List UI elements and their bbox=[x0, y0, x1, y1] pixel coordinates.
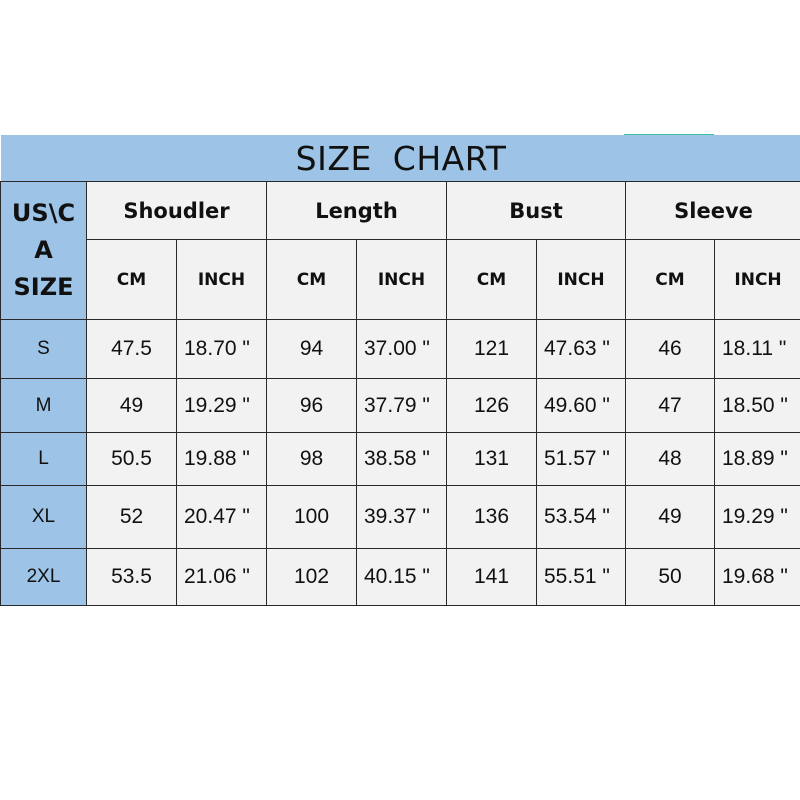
cm-value: 46 bbox=[625, 319, 715, 379]
cm-value: 141 bbox=[446, 548, 537, 606]
unit-header-inch: INCH bbox=[356, 239, 447, 320]
size-label: M bbox=[0, 378, 87, 433]
table-row: XL 52 20.47 " 100 39.37 " 136 53.54 " 49 19.29 " bbox=[0, 485, 800, 549]
cm-value: 131 bbox=[446, 432, 537, 486]
inch-value: 40.15 " bbox=[356, 548, 447, 606]
size-column-header: US\C A SIZE bbox=[0, 181, 87, 320]
inch-value: 19.29 " bbox=[713, 485, 800, 549]
inch-value: 55.51 " bbox=[536, 548, 626, 606]
unit-header-cm: CM bbox=[86, 239, 177, 320]
cm-value: 49 bbox=[625, 485, 715, 549]
size-label: L bbox=[0, 432, 87, 486]
cm-value: 94 bbox=[266, 319, 357, 379]
cm-value: 50 bbox=[625, 548, 715, 606]
inch-value: 21.06 " bbox=[176, 548, 267, 606]
inch-value: 19.68 " bbox=[713, 548, 800, 606]
unit-header-cm: CM bbox=[266, 239, 357, 320]
inch-value: 53.54 " bbox=[536, 485, 626, 549]
cm-value: 126 bbox=[446, 378, 537, 433]
group-header-sleeve: Sleeve bbox=[624, 181, 800, 240]
size-label: XL bbox=[0, 485, 87, 549]
inch-value: 18.11 " bbox=[713, 319, 800, 379]
inch-value: 19.29 " bbox=[176, 378, 267, 433]
inch-value: 47.63 " bbox=[536, 319, 626, 379]
cm-value: 121 bbox=[446, 319, 537, 379]
inch-value: 39.37 " bbox=[356, 485, 447, 549]
group-header-length: Length bbox=[266, 181, 447, 240]
cm-value: 47.5 bbox=[86, 319, 177, 379]
unit-header-inch: INCH bbox=[536, 239, 626, 320]
cm-value: 47 bbox=[625, 378, 715, 433]
cm-value: 52 bbox=[86, 485, 177, 549]
table-row: M 49 19.29 " 96 37.79 " 126 49.60 " 47 18.50 " bbox=[0, 378, 800, 433]
inch-value: 49.60 " bbox=[536, 378, 626, 433]
inch-value: 38.58 " bbox=[356, 432, 447, 486]
group-header-bust: Bust bbox=[446, 181, 626, 240]
cm-value: 100 bbox=[266, 485, 357, 549]
table-row: 2XL 53.5 21.06 " 102 40.15 " 141 55.51 " 50 19.6… bbox=[0, 548, 800, 606]
cm-value: 48 bbox=[625, 432, 715, 486]
inch-value: 51.57 " bbox=[536, 432, 626, 486]
cm-value: 136 bbox=[446, 485, 537, 549]
inch-value: 18.50 " bbox=[713, 378, 800, 433]
cm-value: 53.5 bbox=[86, 548, 177, 606]
inch-value: 37.79 " bbox=[356, 378, 447, 433]
cm-value: 50.5 bbox=[86, 432, 177, 486]
inch-value: 19.88 " bbox=[176, 432, 267, 486]
inch-value: 18.89 " bbox=[713, 432, 800, 486]
chart-title: SIZE CHART bbox=[0, 135, 800, 182]
cm-value: 96 bbox=[266, 378, 357, 433]
table-row: L 50.5 19.88 " 98 38.58 " 131 51.57 " 48 18.89 " bbox=[0, 432, 800, 486]
cm-value: 102 bbox=[266, 548, 357, 606]
table-row: S 47.5 18.70 " 94 37.00 " 121 47.63 " 46 18.11 " bbox=[0, 319, 800, 379]
size-label: 2XL bbox=[0, 548, 87, 606]
unit-header-cm: CM bbox=[625, 239, 715, 320]
cm-value: 98 bbox=[266, 432, 357, 486]
inch-value: 37.00 " bbox=[356, 319, 447, 379]
unit-header-inch: INCH bbox=[176, 239, 267, 320]
inch-value: 18.70 " bbox=[176, 319, 267, 379]
size-chart-table: SIZE CHART US\C A SIZE Shoudler Length B… bbox=[0, 135, 800, 606]
unit-header-inch: INCH bbox=[713, 239, 800, 320]
group-header-shoulder: Shoudler bbox=[86, 181, 267, 240]
inch-value: 20.47 " bbox=[176, 485, 267, 549]
cm-value: 49 bbox=[86, 378, 177, 433]
unit-header-cm: CM bbox=[446, 239, 537, 320]
size-label: S bbox=[0, 319, 87, 379]
